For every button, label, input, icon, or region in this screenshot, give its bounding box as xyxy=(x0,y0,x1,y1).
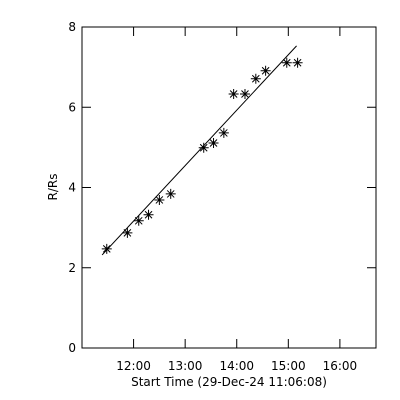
y-tick-label: 8 xyxy=(68,20,76,34)
data-point xyxy=(208,137,219,148)
x-tick-label: 12:00 xyxy=(116,359,151,373)
data-point xyxy=(143,209,154,220)
y-tick-label: 2 xyxy=(68,261,76,275)
data-point xyxy=(133,215,144,226)
data-point xyxy=(260,65,271,76)
y-tick-label: 6 xyxy=(68,100,76,114)
data-point xyxy=(292,57,303,68)
data-point xyxy=(228,89,239,100)
data-point xyxy=(165,188,176,199)
data-point xyxy=(218,127,229,138)
fit-line xyxy=(101,45,297,256)
data-point xyxy=(239,89,250,100)
x-axis-label: Start Time (29-Dec-24 11:06:08) xyxy=(131,375,327,389)
data-point xyxy=(154,194,165,205)
data-point xyxy=(122,227,133,238)
y-axis-label: R/Rs xyxy=(46,174,60,201)
data-point xyxy=(281,57,292,68)
data-point xyxy=(198,142,209,153)
x-tick-label: 14:00 xyxy=(219,359,254,373)
data-point xyxy=(101,243,112,254)
y-tick-label: 4 xyxy=(68,181,76,195)
data-point xyxy=(250,73,261,84)
y-tick-label: 0 xyxy=(68,341,76,355)
x-tick-label: 13:00 xyxy=(168,359,203,373)
x-tick-label: 16:00 xyxy=(323,359,358,373)
x-tick-label: 15:00 xyxy=(271,359,306,373)
